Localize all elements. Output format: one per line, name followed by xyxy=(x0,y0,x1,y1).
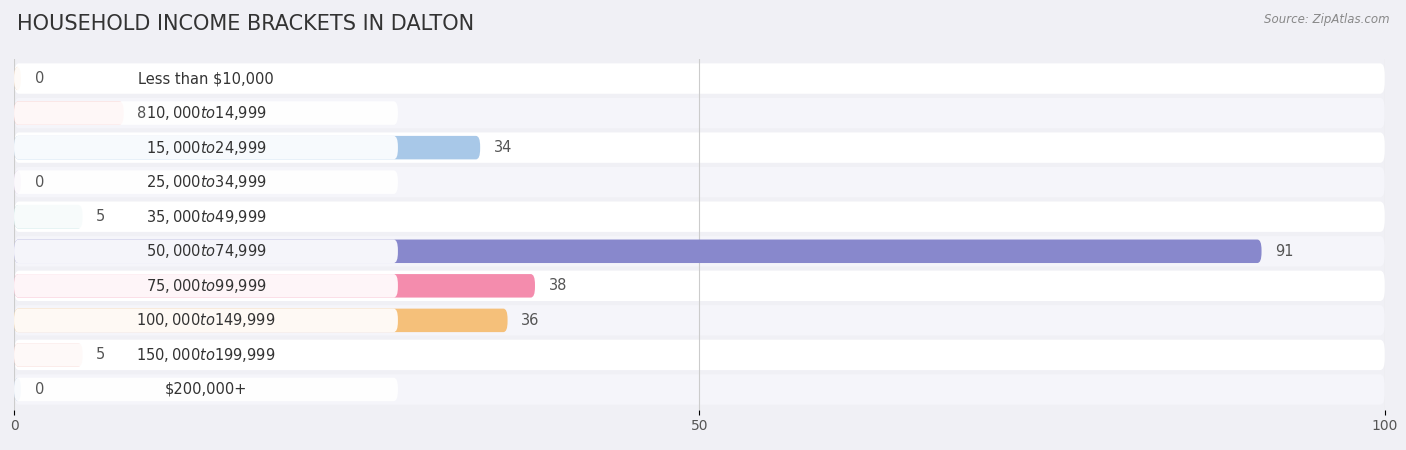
FancyBboxPatch shape xyxy=(14,136,481,159)
FancyBboxPatch shape xyxy=(14,343,398,367)
FancyBboxPatch shape xyxy=(14,236,1385,266)
Text: $75,000 to $99,999: $75,000 to $99,999 xyxy=(146,277,266,295)
FancyBboxPatch shape xyxy=(14,67,398,90)
Text: $200,000+: $200,000+ xyxy=(165,382,247,397)
FancyBboxPatch shape xyxy=(14,98,1385,128)
FancyBboxPatch shape xyxy=(14,63,1385,94)
FancyBboxPatch shape xyxy=(14,101,398,125)
FancyBboxPatch shape xyxy=(14,136,398,159)
Text: 5: 5 xyxy=(96,209,105,224)
FancyBboxPatch shape xyxy=(14,274,534,297)
FancyBboxPatch shape xyxy=(14,305,1385,336)
FancyBboxPatch shape xyxy=(14,340,1385,370)
FancyBboxPatch shape xyxy=(14,309,398,332)
FancyBboxPatch shape xyxy=(14,202,1385,232)
Text: $25,000 to $34,999: $25,000 to $34,999 xyxy=(146,173,266,191)
Text: $150,000 to $199,999: $150,000 to $199,999 xyxy=(136,346,276,364)
FancyBboxPatch shape xyxy=(14,270,1385,301)
FancyBboxPatch shape xyxy=(14,167,1385,198)
Text: 5: 5 xyxy=(96,347,105,362)
Text: 0: 0 xyxy=(35,71,44,86)
FancyBboxPatch shape xyxy=(14,101,124,125)
Text: $10,000 to $14,999: $10,000 to $14,999 xyxy=(146,104,266,122)
FancyBboxPatch shape xyxy=(14,171,21,194)
Text: 0: 0 xyxy=(35,175,44,190)
Text: 38: 38 xyxy=(548,278,567,293)
Text: HOUSEHOLD INCOME BRACKETS IN DALTON: HOUSEHOLD INCOME BRACKETS IN DALTON xyxy=(17,14,474,33)
FancyBboxPatch shape xyxy=(14,378,398,401)
FancyBboxPatch shape xyxy=(14,274,398,297)
FancyBboxPatch shape xyxy=(14,239,1261,263)
FancyBboxPatch shape xyxy=(14,67,21,90)
Text: 0: 0 xyxy=(35,382,44,397)
FancyBboxPatch shape xyxy=(14,378,21,401)
FancyBboxPatch shape xyxy=(14,171,398,194)
FancyBboxPatch shape xyxy=(14,205,398,229)
Text: $15,000 to $24,999: $15,000 to $24,999 xyxy=(146,139,266,157)
FancyBboxPatch shape xyxy=(14,374,1385,405)
Text: $50,000 to $74,999: $50,000 to $74,999 xyxy=(146,242,266,260)
Text: $100,000 to $149,999: $100,000 to $149,999 xyxy=(136,311,276,329)
FancyBboxPatch shape xyxy=(14,132,1385,163)
Text: 8: 8 xyxy=(138,106,146,121)
Text: 91: 91 xyxy=(1275,244,1294,259)
Text: Less than $10,000: Less than $10,000 xyxy=(138,71,274,86)
FancyBboxPatch shape xyxy=(14,343,83,367)
FancyBboxPatch shape xyxy=(14,239,398,263)
Text: 36: 36 xyxy=(522,313,540,328)
Text: $35,000 to $49,999: $35,000 to $49,999 xyxy=(146,208,266,226)
Text: Source: ZipAtlas.com: Source: ZipAtlas.com xyxy=(1264,14,1389,27)
Text: 34: 34 xyxy=(494,140,512,155)
FancyBboxPatch shape xyxy=(14,205,83,229)
FancyBboxPatch shape xyxy=(14,309,508,332)
